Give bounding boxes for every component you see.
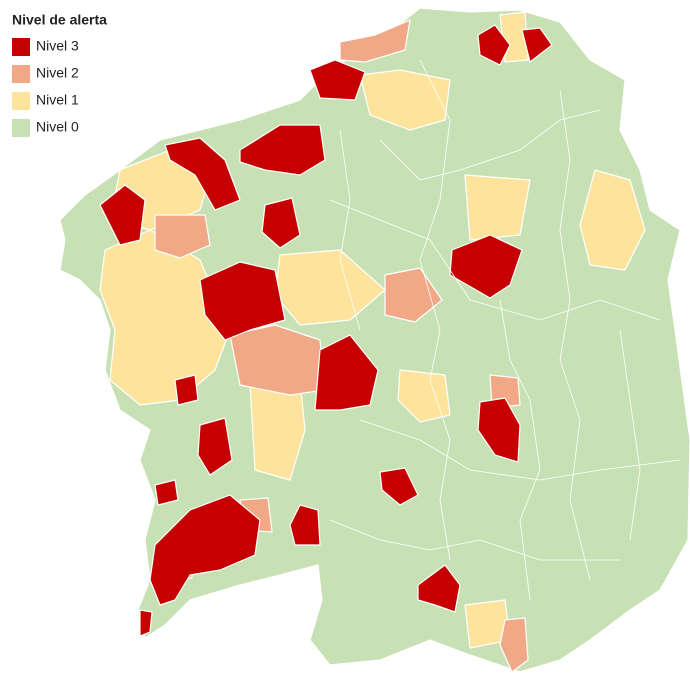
region (174, 374, 199, 406)
legend-label: Nivel 3 (36, 38, 79, 54)
region (289, 504, 321, 546)
border (379, 109, 601, 181)
region (314, 334, 379, 411)
region (139, 609, 153, 637)
border (559, 89, 591, 581)
region (359, 69, 451, 131)
border (419, 59, 451, 561)
region (197, 417, 233, 476)
legend-swatch (12, 65, 30, 83)
legend-items: Nivel 3 Nivel 2 Nivel 1 Nivel 0 (12, 38, 79, 137)
region (464, 174, 531, 241)
border (499, 299, 541, 601)
border (339, 129, 361, 331)
legend-swatch (12, 92, 30, 110)
region (149, 494, 261, 606)
region (199, 261, 286, 341)
region (261, 197, 301, 249)
region (499, 617, 529, 673)
border (359, 419, 681, 481)
border (329, 519, 620, 561)
legend-swatch (12, 119, 30, 137)
region (239, 124, 326, 176)
region (477, 24, 511, 66)
region (521, 27, 553, 63)
region (449, 234, 523, 299)
region (379, 467, 419, 506)
border (329, 199, 661, 321)
legend-title: Nivel de alerta (12, 12, 107, 28)
legend-label: Nivel 0 (36, 119, 79, 135)
region (384, 267, 443, 323)
border (619, 329, 641, 541)
region (579, 169, 646, 271)
region (417, 564, 461, 613)
regions (59, 7, 690, 673)
legend-swatch (12, 38, 30, 56)
borders (329, 59, 681, 601)
region (154, 214, 211, 259)
region (164, 137, 241, 211)
region (339, 19, 411, 63)
region (309, 59, 366, 101)
region (397, 369, 451, 423)
legend-label: Nivel 2 (36, 65, 79, 81)
region (477, 397, 521, 463)
legend-label: Nivel 1 (36, 92, 79, 108)
region (99, 184, 146, 246)
region (154, 479, 179, 506)
